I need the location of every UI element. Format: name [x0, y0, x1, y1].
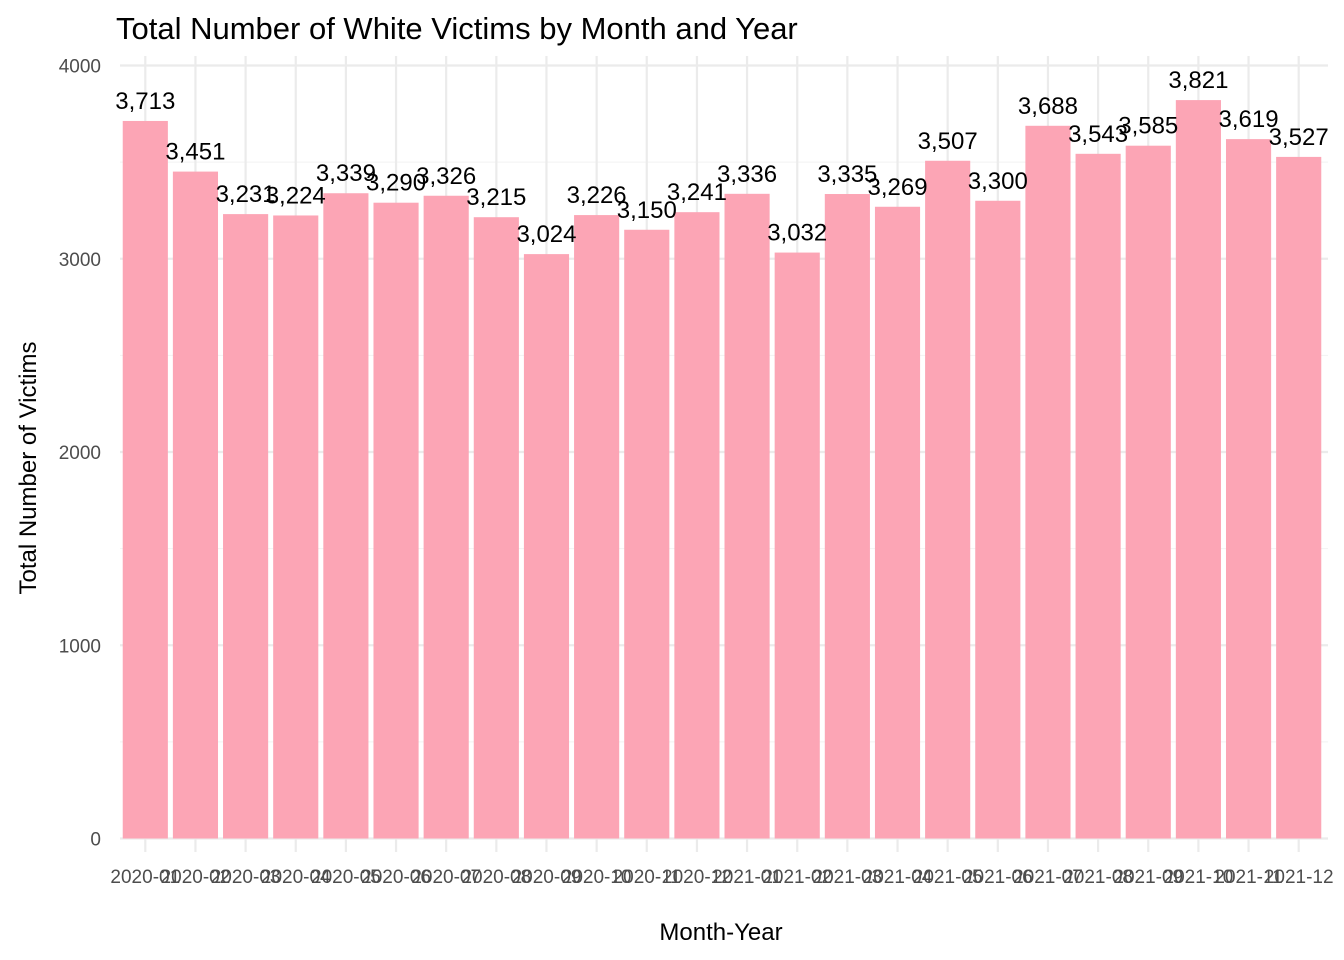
data-label: 3,326: [416, 163, 476, 190]
x-tick-label: 2020-01: [110, 867, 180, 888]
y-tick-label: 4000: [59, 57, 101, 78]
data-label: 3,269: [867, 174, 927, 201]
bar: [172, 171, 219, 839]
data-label: 3,507: [918, 128, 978, 155]
x-tick-label: 2020-11: [613, 867, 681, 888]
data-label: 3,543: [1068, 121, 1128, 148]
x-tick-label: 2020-03: [211, 867, 281, 888]
x-tick-label: 2020-05: [311, 867, 381, 888]
bar: [1075, 153, 1121, 839]
bar: [774, 252, 820, 839]
data-label: 3,451: [165, 139, 225, 166]
x-tick-label: 2020-08: [461, 867, 531, 888]
x-tick-label: 2021-07: [1013, 867, 1083, 888]
bar: [1225, 139, 1272, 839]
x-tick-label: 2020-12: [662, 867, 732, 888]
data-labels: 3,713 3,451 3,2313,2243,3393,2903,3263,215…: [115, 67, 1328, 248]
bar: [724, 193, 770, 839]
bar: [473, 217, 519, 839]
bar: [523, 254, 570, 839]
bar: [1175, 100, 1221, 839]
bar: [975, 200, 1021, 839]
x-tick-label: 2020-04: [261, 867, 331, 888]
data-label: 3,527: [1269, 124, 1329, 151]
x-tick-label: 2021-11: [1214, 867, 1282, 888]
bar: [574, 215, 620, 839]
bar: [273, 215, 319, 839]
data-label: 3,241: [667, 179, 727, 206]
bar: [1125, 145, 1171, 839]
bar: [122, 120, 168, 839]
bar: [373, 202, 419, 839]
y-tick-label: 1000: [59, 636, 101, 657]
data-label: 3,215: [466, 184, 526, 211]
bar: [925, 160, 971, 839]
x-axis-ticks: 2020-012020-022020-032020-042020-052020-…: [110, 867, 1333, 888]
y-tick-label: 0: [90, 830, 101, 851]
x-tick-label: 2021-04: [863, 867, 933, 888]
data-label: 3,032: [767, 220, 827, 247]
bar: [624, 229, 670, 839]
x-tick-label: 2021-12: [1264, 867, 1334, 888]
data-label: 3,619: [1219, 106, 1279, 133]
data-label: 3,150: [617, 197, 677, 224]
bar: [1276, 156, 1322, 839]
data-label: 3,226: [567, 182, 627, 209]
data-label: 3,688: [1018, 93, 1078, 120]
bar: [824, 194, 870, 839]
data-label: 3,335: [817, 161, 877, 188]
x-tick-label: 2021-05: [913, 867, 983, 888]
x-tick-label: 2021-09: [1113, 867, 1183, 888]
data-label: 3,024: [516, 221, 576, 248]
x-tick-label: 2021-10: [1164, 867, 1234, 888]
data-label: 3,231: [216, 181, 276, 208]
bars: [122, 100, 1322, 839]
x-tick-label: 2020-06: [361, 867, 431, 888]
data-label: 3,336: [717, 161, 777, 188]
bar: [1025, 125, 1071, 839]
x-axis-title: Month-Year: [659, 919, 782, 946]
x-tick-label: 2020-02: [161, 867, 231, 888]
x-tick-label: 2021-01: [712, 867, 782, 888]
x-tick-label: 2020-10: [562, 867, 632, 888]
data-label: 3,585: [1118, 113, 1178, 140]
y-axis-title: Total Number of Victims: [15, 342, 42, 595]
bar: [874, 206, 921, 839]
data-label: 3,339: [316, 160, 376, 187]
chart-title: Total Number of White Victims by Month a…: [116, 11, 798, 46]
data-label: 3,290: [366, 170, 426, 197]
x-tick-label: 2020-07: [411, 867, 481, 888]
bar: [423, 195, 469, 839]
x-tick-label: 2020-09: [512, 867, 582, 888]
x-tick-label: 2021-02: [762, 867, 832, 888]
y-tick-label: 3000: [59, 250, 101, 271]
x-tick-label: 2021-08: [1063, 867, 1133, 888]
x-tick-label: 2021-06: [963, 867, 1033, 888]
data-label: 3,713: [115, 88, 175, 115]
bar: [223, 214, 269, 839]
bar: [323, 193, 369, 839]
data-label: 3,224: [266, 182, 326, 209]
x-tick-label: 2021-03: [813, 867, 883, 888]
data-label: 3,821: [1168, 67, 1228, 94]
bar: [674, 212, 720, 839]
y-tick-label: 2000: [59, 443, 101, 464]
data-label: 3,300: [968, 168, 1028, 195]
y-axis-ticks: 0 1000 2000 3000 4000: [59, 57, 101, 851]
